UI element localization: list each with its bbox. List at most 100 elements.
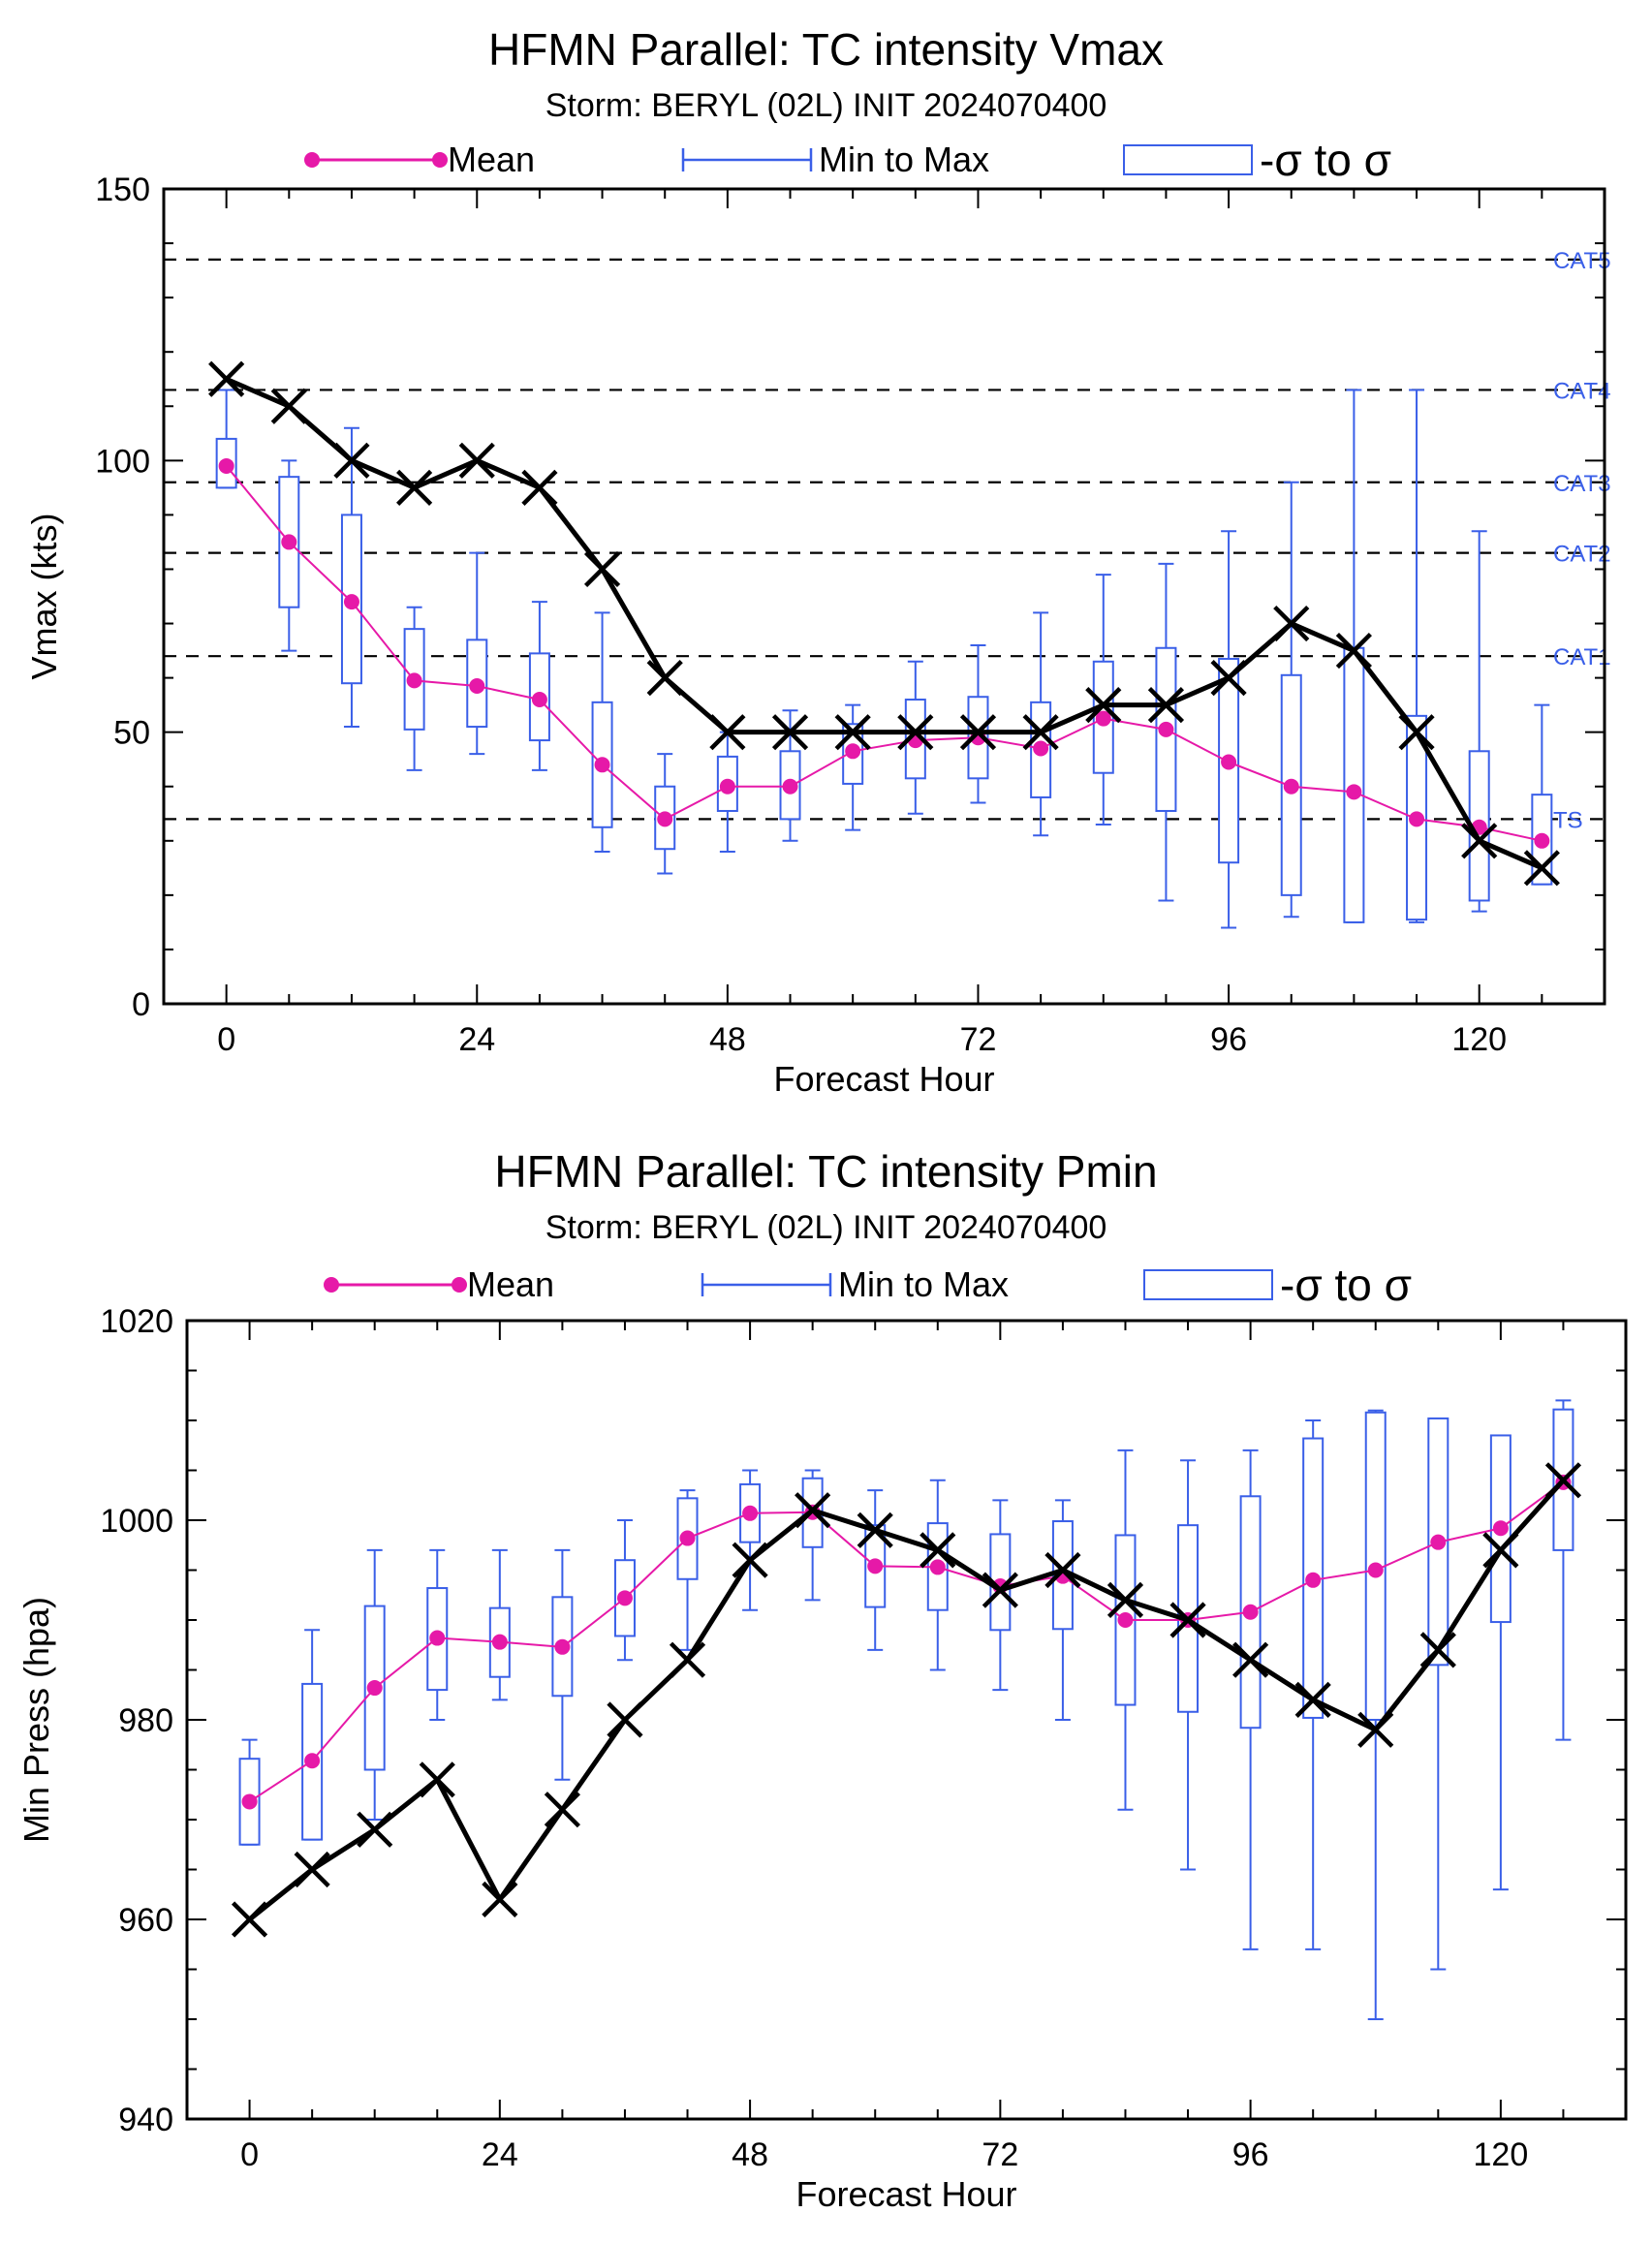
mean-point bbox=[616, 1590, 633, 1606]
x-marker bbox=[1044, 1551, 1081, 1589]
threshold-label: CAT4 bbox=[1553, 378, 1611, 404]
x-marker bbox=[458, 442, 495, 479]
mean-point bbox=[929, 1559, 946, 1575]
x-tick-label: 120 bbox=[1474, 2136, 1529, 2173]
legend-sigma-label: -σ to σ bbox=[1260, 135, 1391, 185]
x-tick-label: 48 bbox=[709, 1021, 746, 1058]
y-tick-label: 1020 bbox=[100, 1303, 173, 1340]
mean-point bbox=[531, 692, 547, 708]
pmin-panel: HFMN Parallel: TC intensity Pmin Storm: … bbox=[0, 1122, 1652, 2244]
legend-sigma-box bbox=[1143, 1269, 1273, 1300]
mean-line bbox=[225, 465, 1543, 842]
y-tick-label: 960 bbox=[118, 1902, 173, 1939]
mean-point bbox=[429, 1630, 446, 1646]
x-marker bbox=[1419, 1632, 1456, 1668]
x-marker bbox=[1398, 714, 1435, 751]
x-marker bbox=[357, 1811, 393, 1848]
chart-title: HFMN Parallel: TC intensity Pmin bbox=[494, 1146, 1158, 1197]
mean-point bbox=[867, 1558, 884, 1574]
mean-point bbox=[1033, 740, 1049, 757]
mean-point bbox=[366, 1680, 383, 1697]
x-tick-label: 24 bbox=[458, 1021, 495, 1058]
mean-point bbox=[1409, 811, 1425, 827]
mean-point bbox=[406, 672, 422, 689]
legend-mean-label: Mean bbox=[467, 1264, 554, 1304]
x-marker bbox=[583, 550, 621, 588]
y-tick-label: 150 bbox=[95, 171, 150, 208]
y-tick-label: 50 bbox=[113, 715, 150, 752]
threshold-label: CAT3 bbox=[1553, 471, 1611, 497]
chart-subtitle: Storm: BERYL (02L) INIT 2024070400 bbox=[545, 87, 1107, 124]
x-marker bbox=[1544, 1462, 1582, 1499]
black-line bbox=[225, 376, 1543, 871]
mean-point bbox=[1346, 784, 1362, 800]
mean-point bbox=[1221, 754, 1237, 770]
x-marker bbox=[1357, 1711, 1394, 1748]
mean-point bbox=[491, 1634, 508, 1650]
mean-point bbox=[1492, 1520, 1509, 1537]
y-axis-label: Vmax (kts) bbox=[24, 513, 64, 679]
mean-point bbox=[218, 457, 234, 474]
threshold-label: CAT5 bbox=[1553, 248, 1611, 274]
mean-line bbox=[249, 1481, 1565, 1803]
mean-point bbox=[281, 534, 297, 550]
x-marker bbox=[521, 469, 558, 506]
mean-point bbox=[343, 594, 359, 610]
x-marker bbox=[1107, 1581, 1144, 1618]
y-tick-label: 0 bbox=[132, 986, 150, 1023]
x-marker bbox=[1482, 1532, 1519, 1569]
mean-point bbox=[469, 678, 485, 695]
x-tick-label: 72 bbox=[982, 2136, 1018, 2173]
x-tick-label: 96 bbox=[1232, 2136, 1269, 2173]
y-tick-label: 100 bbox=[95, 443, 150, 480]
mean-point bbox=[1430, 1534, 1447, 1550]
x-marker bbox=[396, 469, 433, 506]
threshold-label: CAT1 bbox=[1553, 644, 1611, 670]
pmin-chart: Mean Min to Max -σ to σ 0 24 48 72 96 120 940 960 9… bbox=[16, 1260, 1628, 2214]
mean-point bbox=[719, 778, 735, 795]
x-tick-label: 24 bbox=[482, 2136, 518, 2173]
x-marker bbox=[795, 1492, 831, 1529]
vmax-chart: Mean Min to Max -σ to σ CAT5 CAT4 CAT3 CAT2 CAT… bbox=[24, 135, 1611, 1099]
x-marker bbox=[1461, 823, 1498, 859]
mean-point bbox=[782, 778, 798, 795]
chart-subtitle: Storm: BERYL (02L) INIT 2024070400 bbox=[545, 1209, 1107, 1246]
plot-frame bbox=[185, 1319, 1628, 2121]
mean-point bbox=[1534, 832, 1550, 849]
x-marker bbox=[920, 1532, 956, 1569]
x-marker bbox=[1232, 1641, 1269, 1678]
y-tick-label: 980 bbox=[118, 1702, 173, 1739]
x-marker bbox=[270, 388, 307, 424]
mean-point bbox=[1367, 1562, 1384, 1578]
x-marker bbox=[897, 714, 934, 751]
x-marker bbox=[857, 1512, 893, 1548]
legend-mean-label: Mean bbox=[448, 140, 535, 179]
x-axis-label: Forecast Hour bbox=[773, 1059, 994, 1099]
x-marker bbox=[208, 360, 245, 397]
legend-range-label: Min to Max bbox=[819, 140, 989, 179]
y-tick-label: 1000 bbox=[100, 1503, 173, 1540]
x-marker bbox=[1210, 660, 1247, 697]
x-marker bbox=[1335, 632, 1372, 670]
mean-point bbox=[657, 811, 673, 827]
y-axis-label: Min Press (hpa) bbox=[16, 1597, 56, 1843]
x-axis-label: Forecast Hour bbox=[795, 2174, 1016, 2214]
y-tick-label: 940 bbox=[118, 2102, 173, 2138]
mean-point bbox=[1117, 1612, 1134, 1628]
legend-sigma-label: -σ to σ bbox=[1280, 1260, 1412, 1310]
x-marker bbox=[1273, 605, 1310, 642]
x-marker bbox=[646, 660, 683, 697]
x-marker bbox=[771, 714, 809, 751]
mean-point bbox=[304, 1753, 321, 1769]
legend-mean-marker bbox=[324, 1277, 339, 1293]
x-marker bbox=[1523, 850, 1560, 887]
mean-point bbox=[554, 1638, 571, 1655]
mean-point bbox=[742, 1505, 759, 1521]
x-marker bbox=[419, 1761, 455, 1798]
legend-mean-marker bbox=[432, 152, 448, 168]
legend-range-label: Min to Max bbox=[838, 1264, 1009, 1304]
mean-point bbox=[1158, 721, 1174, 737]
black-line bbox=[248, 1479, 1566, 1921]
x-marker bbox=[333, 442, 370, 479]
x-marker bbox=[982, 1572, 1018, 1608]
